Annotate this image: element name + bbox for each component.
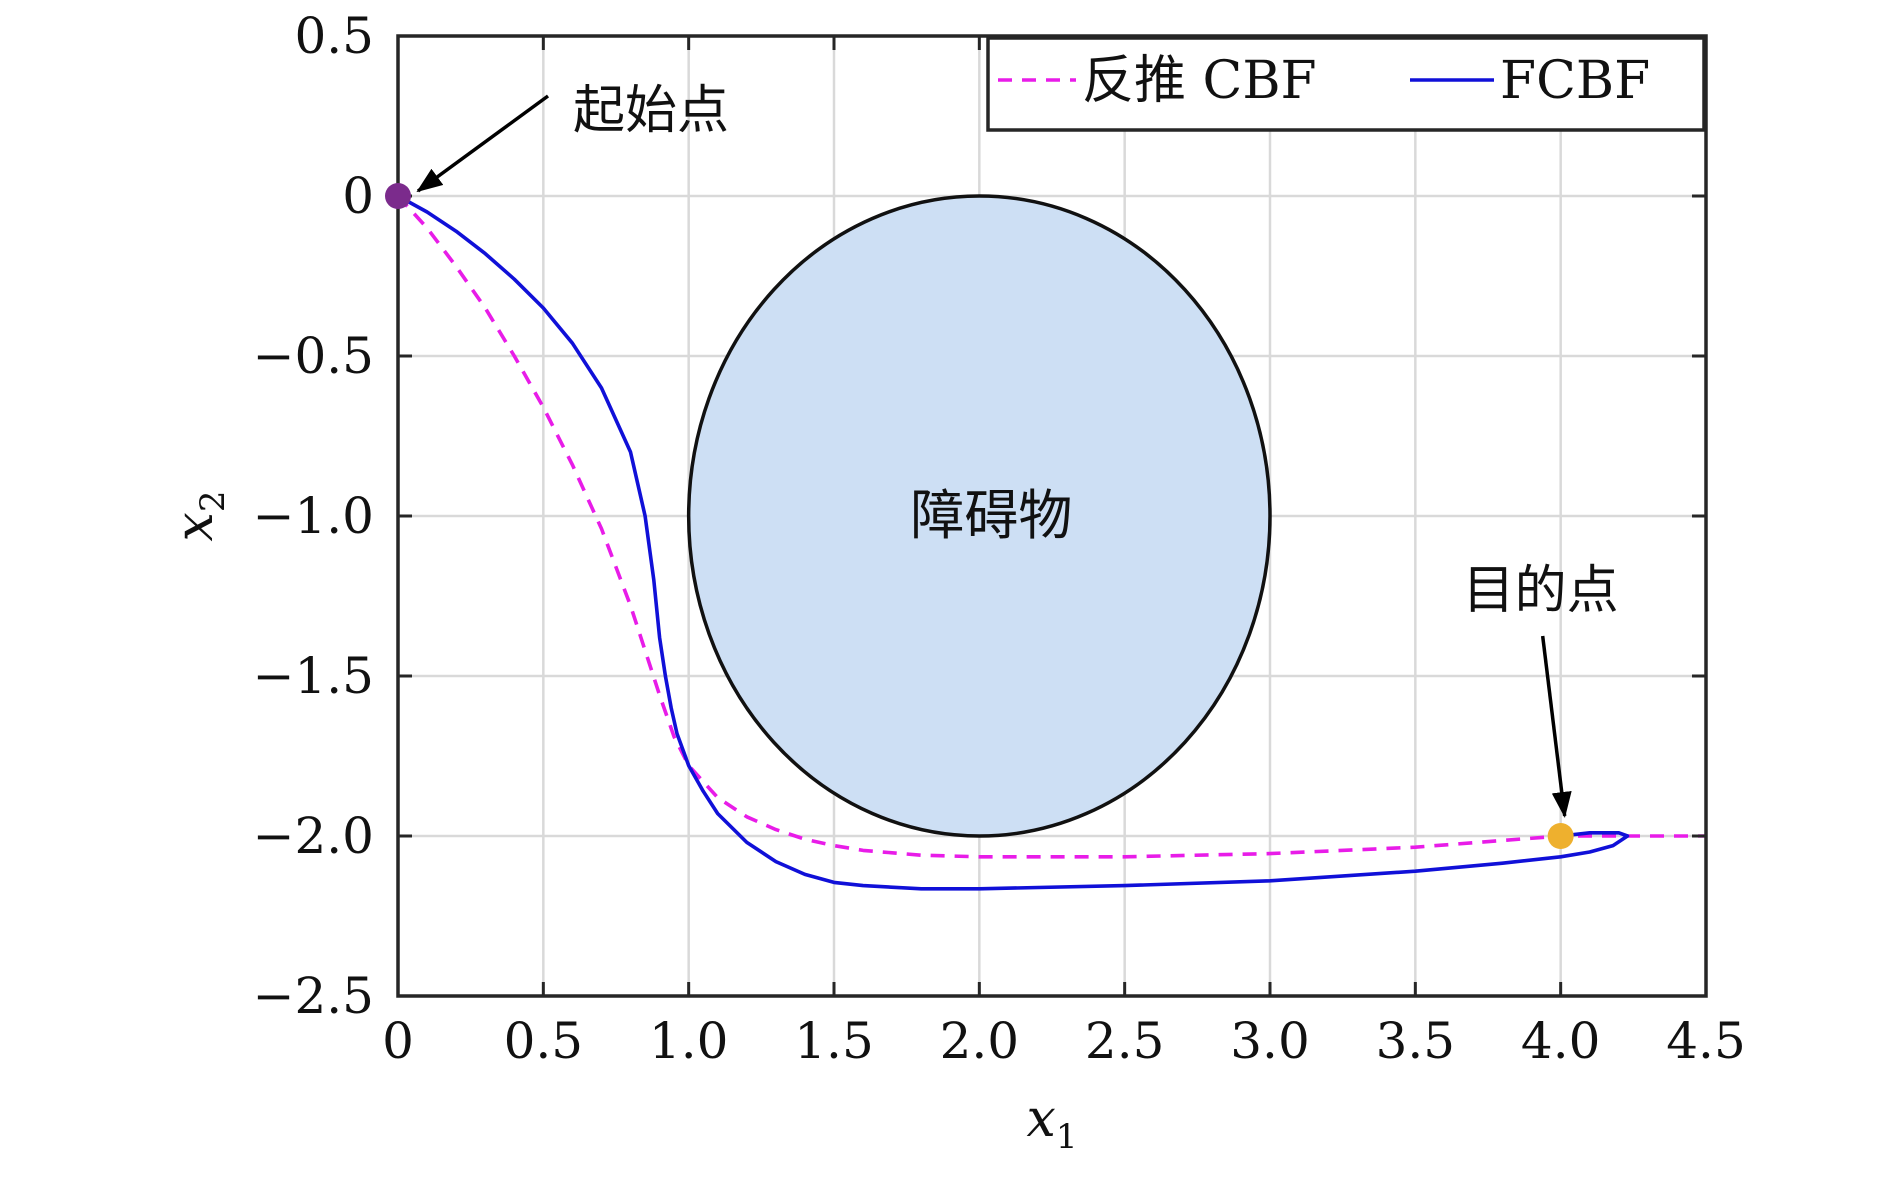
x-axis-label-main: x [1027, 1089, 1056, 1149]
y-tick-label-3: −1.0 [253, 487, 374, 545]
x-tick-label-1: 0.5 [504, 1012, 584, 1070]
x-tick-label-6: 3.0 [1230, 1012, 1310, 1070]
y-tick-label-4: −1.5 [253, 647, 374, 705]
series-lines [396, 194, 1706, 891]
y-tick-label-1: 0 [342, 167, 374, 225]
y-axis-label-subscript: 2 [193, 491, 233, 513]
start-point-arrow [416, 94, 550, 193]
y-tick-labels: 0.5 0 −0.5 −1.0 −1.5 −2.0 −2.5 [253, 7, 374, 1025]
x-tick-label-0: 0 [382, 1012, 414, 1070]
x-tick-label-8: 4.0 [1521, 1012, 1601, 1070]
legend-box [986, 36, 1706, 132]
start-point-label: 起始点 [573, 81, 729, 141]
x-tick-label-5: 2.5 [1085, 1012, 1165, 1070]
y-tick-label-6: −2.5 [253, 967, 374, 1025]
x-tick-labels: 0 0.5 1.0 1.5 2.0 2.5 3.0 3.5 4.0 4.5 [382, 1012, 1746, 1070]
legend-label-backstepping-cbf: 反推 CBF [1082, 51, 1317, 111]
x-tick-label-9: 4.5 [1666, 1012, 1746, 1070]
goal-point-label: 目的点 [1463, 561, 1619, 621]
x-tick-label-7: 3.5 [1376, 1012, 1456, 1070]
y-tick-label-0: 0.5 [294, 7, 374, 65]
series-line-0 [396, 194, 1706, 859]
x-tick-label-4: 2.0 [940, 1012, 1020, 1070]
y-tick-label-2: −0.5 [253, 327, 374, 385]
y-axis-label: x2 [165, 491, 233, 542]
series-line-1 [396, 194, 1630, 891]
y-tick-label-5: −2.0 [253, 807, 374, 865]
obstacle-ellipse [686, 194, 1272, 838]
point-marker-0 [385, 183, 411, 209]
x-tick-label-3: 1.5 [794, 1012, 874, 1070]
obstacle-label: 障碍物 [910, 484, 1072, 547]
legend: 反推 CBF FCBF [986, 36, 1706, 132]
x-tick-label-2: 1.0 [649, 1012, 729, 1070]
goal-point-arrow [1540, 635, 1572, 818]
x-axis-label: x1 [1027, 1089, 1078, 1157]
marker-points [385, 183, 1574, 849]
y-axis-label-main: x [165, 512, 225, 541]
obstacle-region: 障碍物 [686, 194, 1272, 838]
x-axis-label-subscript: 1 [1056, 1117, 1078, 1157]
point-marker-1 [1547, 823, 1574, 849]
legend-label-fcbf: FCBF [1500, 51, 1650, 111]
